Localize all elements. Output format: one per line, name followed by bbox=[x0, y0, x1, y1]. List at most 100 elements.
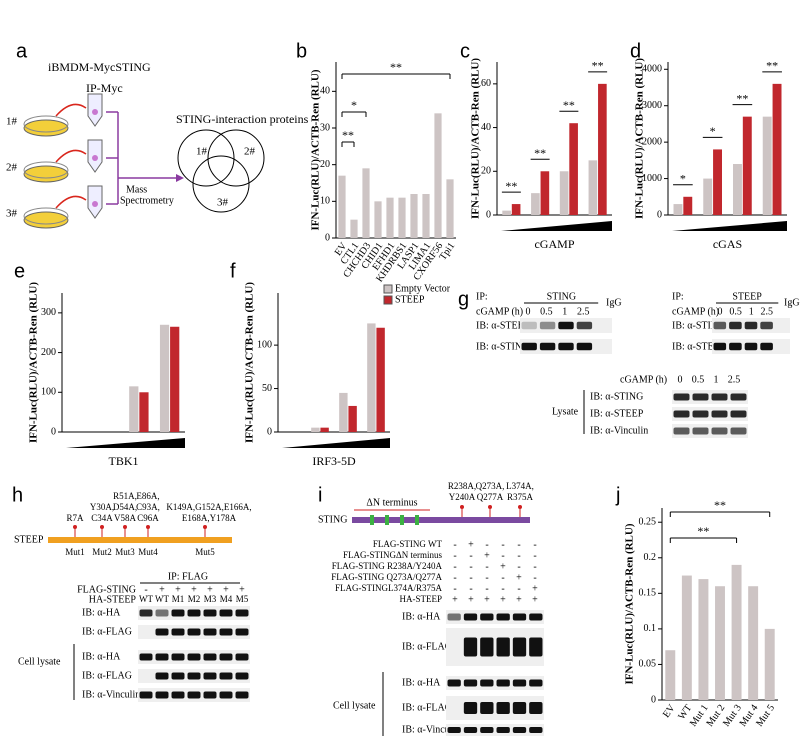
venn-set: 3# bbox=[217, 197, 229, 209]
lane-label: WT bbox=[155, 594, 169, 604]
legend-swatch bbox=[383, 284, 393, 294]
sign: - bbox=[469, 561, 472, 572]
significance: ** bbox=[592, 59, 604, 73]
band bbox=[187, 609, 201, 617]
band bbox=[529, 613, 543, 621]
band bbox=[529, 702, 543, 714]
dish-rim bbox=[23, 161, 69, 179]
sign: + bbox=[175, 584, 181, 595]
significance: ** bbox=[534, 146, 546, 160]
band bbox=[139, 609, 153, 617]
bar bbox=[170, 326, 180, 432]
band bbox=[203, 653, 217, 661]
band bbox=[692, 393, 709, 401]
band bbox=[219, 691, 233, 699]
dish-number: 2# bbox=[6, 162, 18, 174]
band bbox=[235, 672, 249, 680]
band bbox=[155, 653, 169, 661]
mutation-label: R51A, bbox=[113, 491, 137, 501]
y-tick-label: 1000 bbox=[642, 173, 662, 184]
mutation-label: Y240A bbox=[449, 492, 476, 502]
mutant-label: Mut1 bbox=[65, 547, 85, 557]
time-point: 2.5 bbox=[577, 306, 590, 317]
bar bbox=[139, 392, 149, 432]
x-axis-label: cGAMP bbox=[534, 237, 574, 251]
y-tick-label: 0 bbox=[486, 209, 491, 220]
ip-target: STEEP bbox=[732, 291, 762, 302]
lysate-label: Lysate bbox=[552, 406, 579, 417]
y-tick-label: 100 bbox=[41, 387, 56, 398]
y-tick-label: 0.25 bbox=[639, 517, 657, 528]
dish bbox=[23, 165, 69, 183]
deletion-label: ΔN terminus bbox=[366, 497, 417, 508]
sign: - bbox=[517, 550, 520, 561]
row-label: FLAG-STING bbox=[77, 584, 136, 595]
tm-domain bbox=[415, 515, 419, 525]
blot bbox=[446, 696, 544, 720]
blot bbox=[446, 628, 544, 666]
blot-label: IB: α-STEEP bbox=[590, 408, 644, 419]
bar bbox=[338, 175, 346, 238]
mutation-label: L374A, bbox=[506, 481, 534, 491]
band bbox=[730, 393, 747, 401]
blot-label: IB: α-STEEP bbox=[476, 320, 530, 331]
ip-label: IP: bbox=[476, 291, 488, 302]
band bbox=[219, 653, 233, 661]
mutation-head bbox=[460, 505, 464, 509]
y-axis-label: IFN-Luc(RLU)/ACTB-Ren (RLU) bbox=[634, 58, 646, 219]
lane-label: M2 bbox=[188, 594, 201, 604]
gradient-wedge bbox=[501, 221, 612, 231]
band bbox=[576, 321, 593, 330]
y-tick-label: 200 bbox=[41, 347, 56, 358]
arrow bbox=[55, 103, 87, 117]
bar bbox=[320, 427, 329, 432]
sign: - bbox=[469, 550, 472, 561]
y-tick-label: 0 bbox=[51, 426, 56, 437]
sign: + bbox=[516, 594, 522, 605]
blot-label: IB: α-Vinculin bbox=[590, 425, 648, 436]
row-label: FLAG-STINGΔN terminus bbox=[343, 550, 443, 560]
blot-label: IB: α-FLAG bbox=[402, 641, 452, 652]
mutation-label: K149A,G152A,E166A, bbox=[166, 502, 251, 512]
dish-number: 3# bbox=[6, 208, 18, 220]
sign: - bbox=[453, 539, 456, 550]
band bbox=[203, 628, 217, 636]
band bbox=[187, 628, 201, 636]
sign: + bbox=[452, 594, 458, 605]
band bbox=[171, 653, 185, 661]
blot-label: IB: α-FLAG bbox=[82, 626, 132, 637]
mutation-label: V58A bbox=[114, 513, 136, 523]
bar bbox=[683, 196, 693, 215]
sign: + bbox=[223, 584, 229, 595]
panel-letter: g bbox=[458, 288, 469, 310]
band bbox=[539, 342, 556, 351]
band bbox=[558, 321, 574, 330]
gradient-wedge bbox=[282, 438, 390, 448]
sign: - bbox=[485, 583, 488, 594]
protein-bar bbox=[48, 537, 232, 543]
bar bbox=[422, 194, 430, 238]
blot-label: IB: α-FLAG bbox=[82, 670, 132, 681]
y-tick-label: 40 bbox=[320, 86, 330, 97]
lane-label: WT bbox=[139, 594, 153, 604]
bar bbox=[362, 168, 370, 238]
bar bbox=[540, 171, 550, 215]
bar bbox=[673, 204, 683, 215]
x-axis-label: cGAS bbox=[713, 237, 742, 251]
significance: ** bbox=[714, 498, 726, 512]
sign: - bbox=[453, 561, 456, 572]
row-label: HA-STEEP bbox=[89, 594, 137, 605]
mutation-label: C34A bbox=[91, 513, 113, 523]
lysate-label: Cell lysate bbox=[333, 700, 376, 711]
sign: - bbox=[469, 583, 472, 594]
band bbox=[155, 628, 169, 636]
bar bbox=[350, 219, 358, 238]
panel-letter: b bbox=[296, 40, 307, 62]
venn-circle bbox=[177, 129, 235, 187]
band bbox=[512, 613, 527, 621]
time-point: 0.5 bbox=[692, 374, 705, 385]
band bbox=[730, 427, 747, 435]
sign: + bbox=[207, 584, 213, 595]
sign: + bbox=[532, 594, 538, 605]
band bbox=[171, 609, 185, 617]
